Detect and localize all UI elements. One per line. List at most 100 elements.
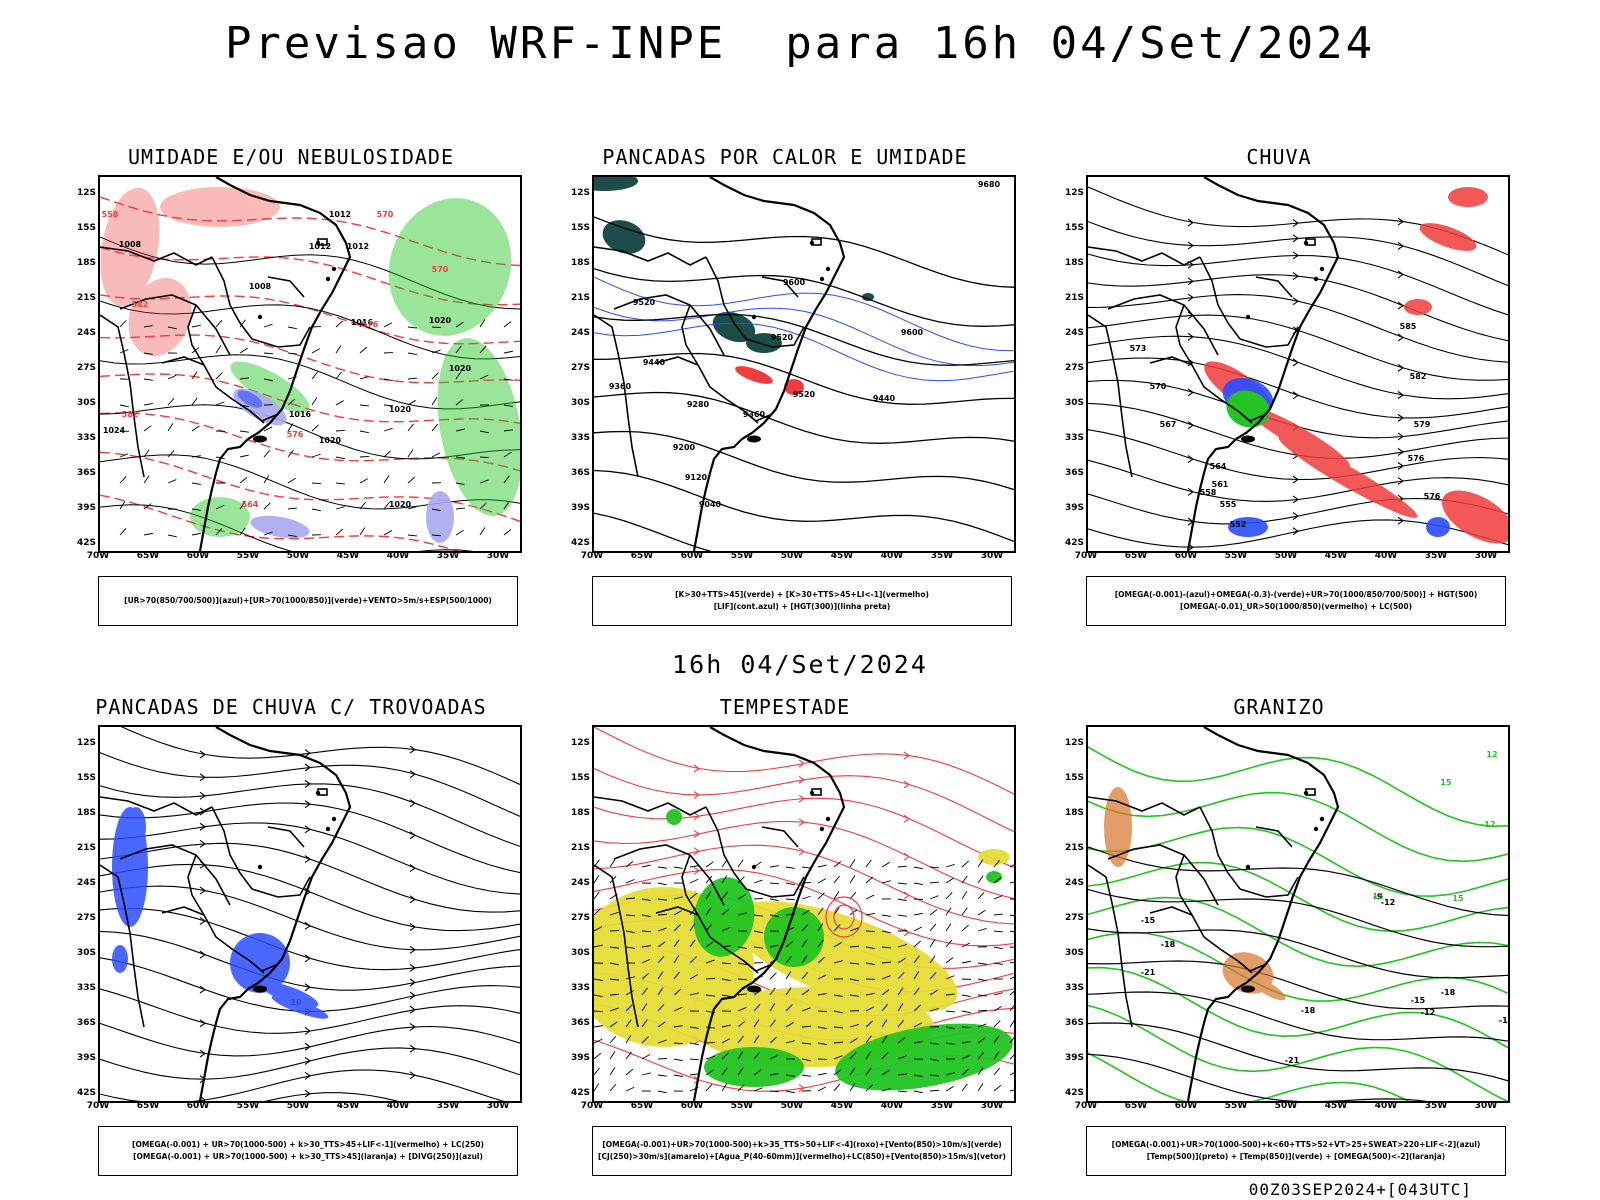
wind-vector: [833, 1010, 843, 1014]
wind-vector: [769, 914, 779, 917]
lat-tick-label: 30S: [76, 948, 96, 958]
contour-label: 9120: [685, 473, 708, 482]
legend-line: [OMEGA(-0.01)_UR>50(1000/850)(vermelho) …: [1179, 602, 1413, 611]
political-border: [1088, 314, 1133, 478]
wind-vector: [503, 429, 513, 432]
wind-vector: [961, 907, 968, 916]
political-border: [761, 276, 799, 298]
hgt500-streamlines: [1088, 186, 1508, 551]
wind-vector: [143, 378, 153, 381]
flow-arrow: [304, 779, 311, 788]
wind-vector: [865, 1020, 873, 1028]
wind-vector: [833, 1083, 841, 1092]
shaded-area: [978, 849, 1010, 865]
flow-arrow: [304, 855, 311, 864]
wind-vector: [287, 352, 297, 355]
wind-vector: [785, 1074, 795, 1077]
contour-line: [100, 494, 460, 551]
lon-tick-label: 45W: [336, 1101, 360, 1111]
wind-vector: [961, 924, 969, 932]
wind-vector: [993, 895, 1003, 900]
political-border: [761, 826, 799, 848]
wind-vector: [753, 1051, 761, 1060]
lake: [1303, 790, 1309, 796]
lat-tick-label: 21S: [570, 293, 590, 303]
wind-vector: [929, 1008, 939, 1012]
contour-line: [594, 276, 1014, 352]
wind-vector: [817, 1072, 827, 1076]
wind-vector: [929, 923, 937, 932]
political-border: [251, 326, 311, 348]
cyclone-loop: [825, 896, 863, 938]
wind-vector: [625, 1004, 633, 1012]
wind-vector: [817, 956, 826, 964]
wind-vector: [801, 924, 809, 932]
shaded-area: [666, 809, 682, 825]
flow-arrow: [199, 886, 206, 895]
wind-vector: [359, 430, 369, 434]
wind-vector: [641, 972, 650, 980]
political-border: [1199, 806, 1241, 890]
wind-vector: [897, 914, 907, 917]
div-labels: 10: [290, 998, 302, 1007]
wind-vector: [167, 374, 177, 380]
wind-vector: [929, 1074, 939, 1077]
contour-label: -21: [1141, 968, 1156, 977]
contour-label: 1008: [119, 240, 142, 249]
contour-label: 1020: [389, 500, 412, 509]
wind-vector: [705, 907, 712, 916]
wind-vector: [673, 896, 683, 900]
wind-vector: [673, 939, 680, 948]
wind-vector: [689, 1058, 700, 1061]
wind-vector: [961, 994, 971, 998]
wind-vector: [737, 962, 747, 966]
wind-vector: [945, 1085, 954, 1092]
wind-vector: [673, 1006, 683, 1012]
lat-tick-label: 27S: [570, 363, 590, 373]
lake: [809, 240, 815, 246]
lat-tick-label: 12S: [1064, 188, 1084, 198]
panel-pancadas-calor: PANCADAS POR CALOR E UMIDADE 12S 15S 18S 21…: [550, 145, 1020, 635]
wind-vector: [865, 859, 872, 868]
wind-vector: [833, 1055, 843, 1060]
contour-label: 579: [1414, 420, 1431, 429]
wind-vector: [407, 534, 417, 537]
shaded-area: [237, 390, 263, 408]
wind-vector: [913, 1004, 921, 1012]
wind-vector: [689, 1073, 699, 1076]
wind-vector: [945, 864, 955, 868]
wind-vector: [833, 891, 840, 900]
map-svg: 9680 9600 9600 9520 9520 9520 9440 9440 9360 9360…: [594, 177, 1014, 551]
wind-vector: [191, 532, 201, 536]
contour-label: 561: [1212, 480, 1229, 489]
contour-line: [594, 322, 1014, 382]
flow-arrow: [693, 829, 700, 838]
legend-line: [K>30+TTS>45](verde) + [K>30+TTS>45+LI<-…: [675, 590, 929, 599]
wind-vector: [215, 504, 225, 510]
wind-vector: [455, 345, 462, 354]
flow-arrow: [199, 1049, 206, 1058]
lat-tick-label: 36S: [76, 1018, 96, 1028]
wind-vector: [977, 1009, 988, 1012]
lat-tick-label: 24S: [76, 328, 96, 338]
contour-label: 1016: [289, 410, 312, 419]
wind-vector: [657, 913, 668, 916]
wind-vector: [503, 475, 510, 484]
wind-vector: [239, 319, 246, 328]
shaded-area: [862, 293, 874, 301]
wind-vector: [625, 930, 635, 934]
lon-tick-label: 30W: [486, 1101, 510, 1111]
lagoon: [747, 435, 761, 443]
lake: [809, 790, 815, 796]
flow-arrow: [199, 773, 206, 782]
lat-tick-label: 27S: [570, 913, 590, 923]
streamline: [100, 1069, 505, 1101]
flow-arrow: [1292, 495, 1299, 504]
flow-arrow: [1397, 477, 1404, 485]
flow-arrow: [1397, 242, 1404, 250]
lat-tick-label: 33S: [570, 983, 590, 993]
contour-label: 576: [1408, 454, 1425, 463]
wind-vector: [407, 423, 414, 432]
lake: [1319, 816, 1325, 822]
